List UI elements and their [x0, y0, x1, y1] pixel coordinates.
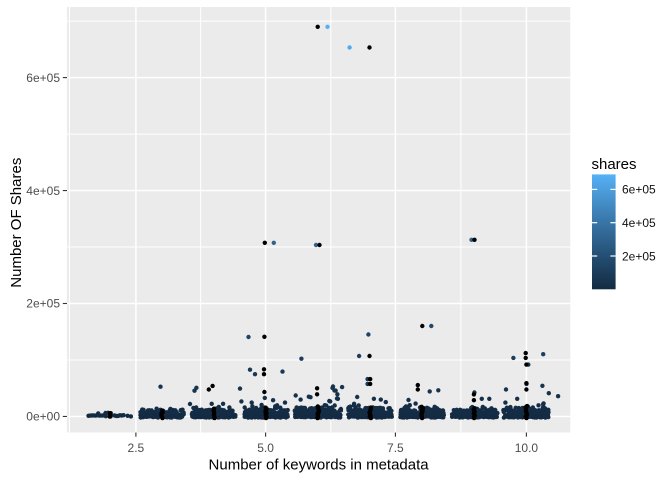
svg-text:6e+05: 6e+05	[622, 183, 656, 197]
svg-text:4e+05: 4e+05	[622, 216, 656, 230]
svg-text:2.5: 2.5	[128, 441, 145, 455]
svg-text:Number of keywords in metadata: Number of keywords in metadata	[209, 457, 430, 474]
svg-text:4e+05: 4e+05	[26, 184, 60, 198]
svg-text:Number OF Shares: Number OF Shares	[8, 158, 25, 288]
svg-text:10.0: 10.0	[515, 441, 539, 455]
svg-text:5.0: 5.0	[257, 441, 274, 455]
svg-text:2e+05: 2e+05	[622, 249, 656, 263]
svg-text:7.5: 7.5	[387, 441, 404, 455]
svg-text:6e+05: 6e+05	[26, 71, 60, 85]
svg-text:shares: shares	[592, 156, 637, 173]
svg-text:0e+00: 0e+00	[26, 410, 60, 424]
svg-text:2e+05: 2e+05	[26, 297, 60, 311]
